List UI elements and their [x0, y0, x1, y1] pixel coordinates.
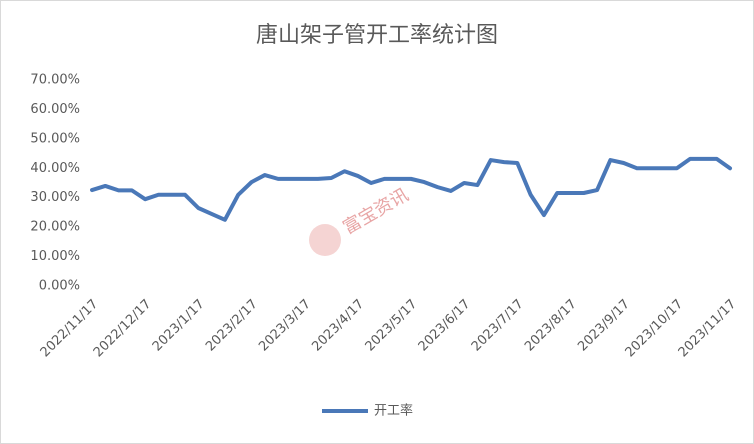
watermark-icon	[309, 224, 341, 256]
y-tick-label: 20.00%	[30, 220, 80, 235]
legend-label: 开工率	[374, 403, 413, 419]
y-tick-label: 10.00%	[30, 249, 80, 264]
y-tick-label: 70.00%	[30, 73, 80, 88]
y-tick-label: 60.00%	[30, 102, 80, 117]
y-tick-label: 40.00%	[30, 161, 80, 176]
data-line	[90, 156, 732, 222]
y-tick-label: 30.00%	[30, 190, 80, 205]
y-tick-label: 50.00%	[30, 131, 80, 146]
y-tick-label: 0.00%	[39, 279, 80, 294]
chart-title: 唐山架子管开工率统计图	[256, 23, 498, 48]
